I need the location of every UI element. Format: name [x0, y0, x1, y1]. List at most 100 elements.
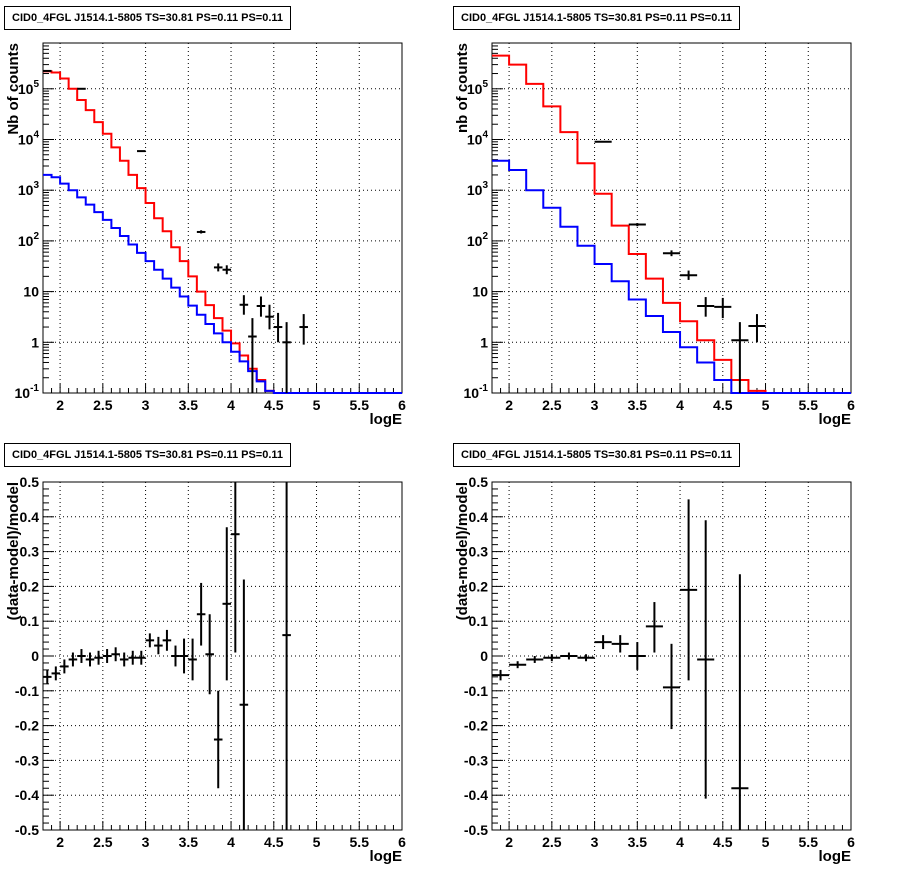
data-point: [697, 520, 715, 799]
data-point: [697, 297, 715, 317]
x-tick-label: 4.5: [713, 397, 733, 413]
x-tick-label: 3: [591, 397, 599, 413]
x-tick-label: 5.5: [350, 834, 370, 850]
x-tick-label: 6: [847, 397, 855, 413]
y-tick-label: 1: [31, 334, 39, 350]
y-tick-label: 0.1: [20, 613, 40, 629]
x-tick-label: 4.5: [264, 397, 284, 413]
x-axis-title: logE: [819, 848, 852, 865]
y-tick-label: 104: [18, 129, 40, 147]
data-point: [577, 654, 595, 662]
axis-ticks: [42, 481, 403, 831]
data-point: [256, 296, 266, 317]
x-tick-label: 3.5: [179, 834, 199, 850]
data-point: [645, 602, 663, 653]
y-tick-label: 0.5: [469, 474, 489, 490]
y-tick-label: 0.1: [469, 613, 489, 629]
x-tick-label: 3: [142, 834, 150, 850]
chart-panel-top-left: 2 2.5 3 3.5 4 4.5 5 5.5 6 10-1 1 10 102 103 104 105 logE…: [5, 42, 406, 428]
x-axis-title: logE: [819, 411, 852, 428]
panel-title-top-right: CID0_4FGL J1514.1-5805 TS=30.81 PS=0.11 …: [453, 6, 741, 30]
x-tick-label: 5.5: [350, 397, 370, 413]
x-tick-label: 2.5: [542, 397, 562, 413]
model-histogram-red: [43, 70, 402, 394]
y-tick-label: 0.3: [20, 544, 40, 560]
y-tick-label: -0.2: [464, 718, 488, 734]
x-axis-title: logE: [370, 848, 403, 865]
x-tick-label: 5.5: [799, 834, 819, 850]
data-point: [628, 642, 646, 670]
x-tick-label: 6: [847, 834, 855, 850]
y-tick-label: 103: [18, 180, 40, 198]
data-point: [43, 669, 52, 684]
y-axis-title: (data-model)/model: [5, 482, 22, 620]
axis-ticks: [42, 42, 403, 394]
y-tick-label: 0: [31, 648, 39, 664]
data-point: [509, 661, 527, 669]
x-tick-label: 2.5: [542, 834, 562, 850]
y-tick-label: 10: [472, 284, 488, 300]
data-point: [77, 649, 86, 663]
data-point: [171, 645, 180, 667]
data-point: [628, 223, 646, 227]
y-axis-title: Nb of counts: [5, 43, 22, 135]
data-point: [265, 304, 274, 330]
data-point: [154, 636, 163, 655]
y-tick-label: 0: [480, 648, 488, 664]
data-point: [560, 652, 578, 660]
x-tick-label: 2: [505, 397, 513, 413]
y-tick-label: -0.5: [464, 822, 488, 838]
x-tick-label: 5: [762, 397, 770, 413]
data-point: [239, 579, 249, 830]
y-tick-label: 0.4: [20, 509, 40, 525]
model-histogram-blue: [492, 159, 851, 394]
x-tick-label: 4: [227, 834, 235, 850]
data-point: [179, 638, 189, 674]
data-point: [94, 650, 103, 665]
x-tick-label: 4.5: [713, 834, 733, 850]
y-tick-label: -0.3: [15, 752, 39, 768]
x-tick-label: 4: [676, 397, 684, 413]
model-histogram-red: [492, 54, 851, 394]
data-point: [196, 582, 206, 646]
y-tick-label: 0.5: [20, 474, 40, 490]
y-tick-label: -0.4: [464, 787, 488, 803]
data-point: [611, 635, 629, 653]
data-point: [213, 690, 223, 789]
model-histogram-blue: [43, 173, 402, 394]
x-tick-label: 5: [762, 834, 770, 850]
data-point: [282, 322, 291, 393]
axis-ticks: [491, 42, 852, 394]
data-point: [68, 652, 78, 667]
data-point: [731, 574, 749, 830]
data-point: [492, 669, 510, 681]
y-axis-title: (data-model)/model: [454, 482, 471, 620]
y-tick-label: 0.3: [469, 544, 489, 560]
x-tick-label: 2: [56, 834, 64, 850]
data-point: [137, 650, 146, 665]
y-tick-label: 102: [18, 231, 40, 249]
y-tick-label: -0.5: [15, 822, 39, 838]
y-tick-label: -0.1: [464, 683, 488, 699]
data-point: [680, 499, 698, 681]
x-tick-label: 2: [56, 397, 64, 413]
y-tick-label: 0.4: [469, 509, 489, 525]
x-tick-label: 5.5: [799, 397, 819, 413]
x-tick-label: 3.5: [628, 834, 648, 850]
panel-title-top-left: CID0_4FGL J1514.1-5805 TS=30.81 PS=0.11 …: [4, 6, 292, 30]
data-point: [748, 314, 766, 343]
data-point: [594, 140, 612, 143]
data-point: [188, 638, 197, 681]
y-tick-label: 0.2: [469, 578, 489, 594]
y-tick-label: 10-1: [464, 383, 489, 401]
chart-panel-bottom-right: 2 2.5 3 3.5 4 4.5 5 5.5 6 -0.5 -0.4 -0.3 -0.2 -0.1 0 0.…: [454, 474, 855, 865]
plot-frame: [42, 481, 403, 831]
y-tick-label: 10: [23, 284, 39, 300]
chart-panel-top-right: 2 2.5 3 3.5 4 4.5 5 5.5 6 10-1 1 10 102 103 104 105 logE…: [454, 42, 855, 428]
data-point: [222, 265, 232, 275]
y-tick-label: -0.3: [464, 752, 488, 768]
x-tick-label: 5: [313, 834, 321, 850]
data-point: [594, 635, 612, 650]
x-tick-label: 4: [227, 397, 235, 413]
